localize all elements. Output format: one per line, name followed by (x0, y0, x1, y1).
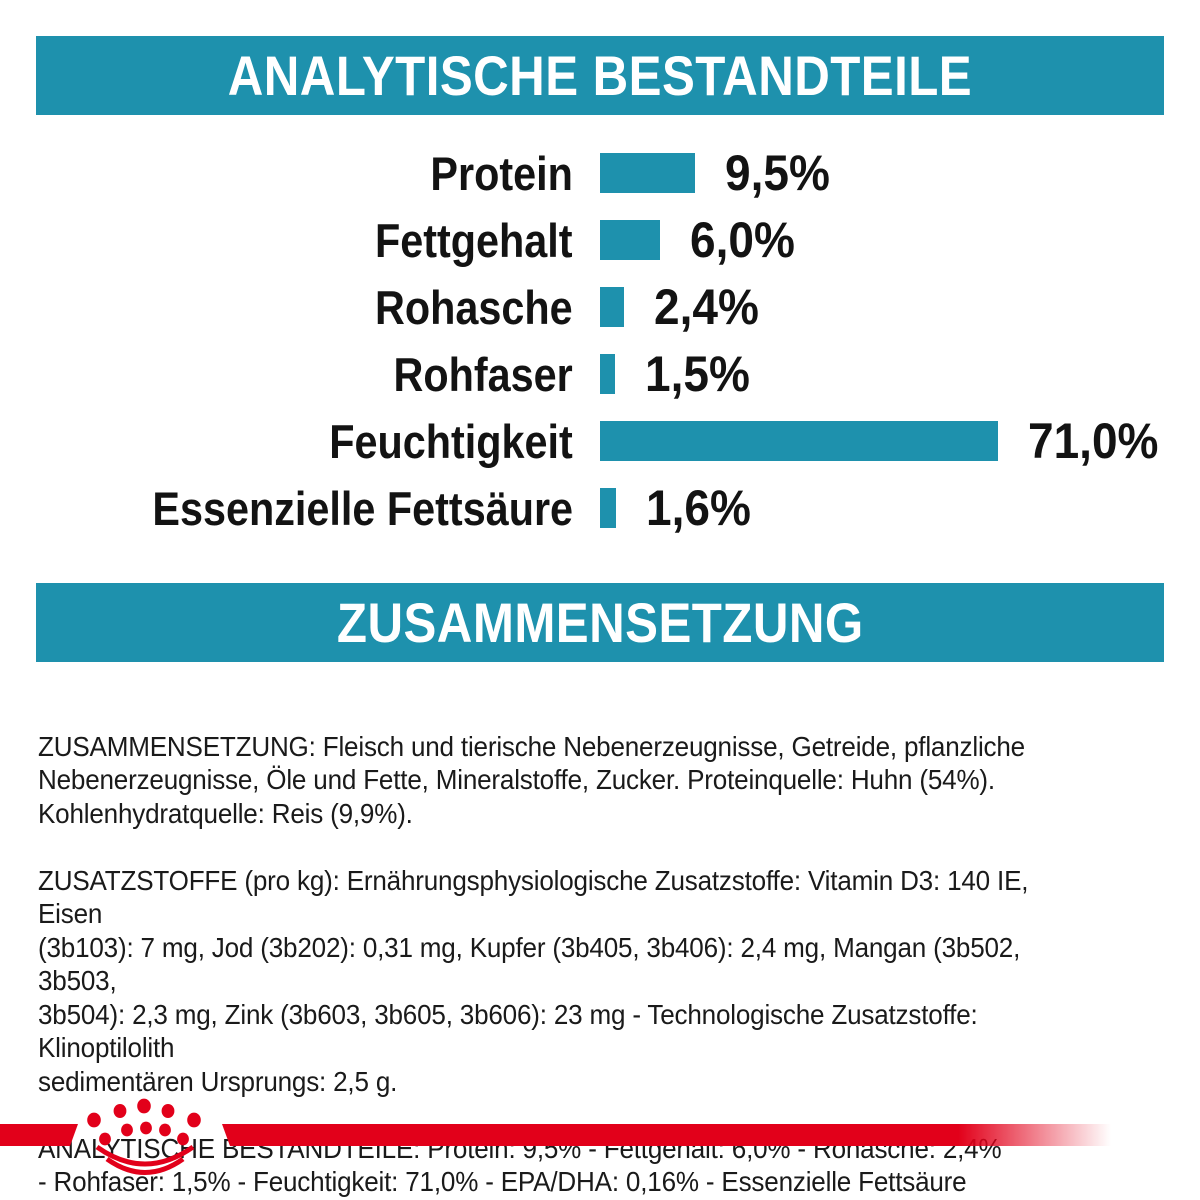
chart-bar (600, 153, 695, 193)
chart-category-label: Rohasche (375, 280, 573, 334)
chart-row-essenzielle-fetts-ure: Essenzielle Fettsäure 1,6% (0, 483, 1200, 533)
chart-category-label: Fettgehalt (375, 213, 573, 267)
additives-paragraph: ZUSATZSTOFFE (pro kg): Ernährungsphysiol… (38, 864, 1029, 1097)
chart-category-label: Rohfaser (393, 347, 573, 401)
crown-pearls (87, 1098, 201, 1146)
chart-row-feuchtigkeit: Feuchtigkeit 71,0% (0, 416, 1200, 466)
chart-value-label: 1,5% (645, 346, 750, 402)
red-divider-line-left (0, 1124, 78, 1146)
composition-banner: ZUSAMMENSETZUNG (36, 583, 1164, 662)
chart-value-label: 2,4% (654, 279, 759, 335)
chart-value-label: 9,5% (725, 145, 830, 201)
chart-value-label: 1,6% (646, 480, 751, 536)
crown-base-arcs (95, 1144, 195, 1175)
chart-value-label: 6,0% (690, 212, 795, 268)
composition-paragraph: ZUSAMMENSETZUNG: Fleisch und tierische N… (38, 730, 1025, 829)
chart-row-fettgehalt: Fettgehalt 6,0% (0, 215, 1200, 265)
analytical-constituents-banner: ANALYTISCHE BESTANDTEILE (36, 36, 1164, 115)
composition-title: ZUSAMMENSETZUNG (336, 590, 864, 654)
chart-row-rohasche: Rohasche 2,4% (0, 282, 1200, 332)
chart-category-label: Feuchtigkeit (329, 414, 573, 468)
chart-value-label: 71,0% (1028, 413, 1159, 469)
chart-category-label: Protein (430, 146, 573, 200)
chart-bar (600, 354, 615, 394)
chart-row-protein: Protein 9,5% (0, 148, 1200, 198)
analytical-constituents-title: ANALYTISCHE BESTANDTEILE (227, 43, 973, 107)
analytical-chart: Protein 9,5% Fettgehalt 6,0% Rohasche 2,4% Roh… (0, 148, 1200, 555)
royal-canin-crown-icon (87, 1098, 201, 1175)
chart-category-label: Essenzielle Fettsäure (152, 481, 573, 535)
chart-bar (600, 287, 624, 327)
chart-row-rohfaser: Rohfaser 1,5% (0, 349, 1200, 399)
chart-bar (600, 220, 660, 260)
red-divider-line-right (222, 1124, 1120, 1146)
chart-bar (600, 488, 616, 528)
chart-bar (600, 421, 998, 461)
